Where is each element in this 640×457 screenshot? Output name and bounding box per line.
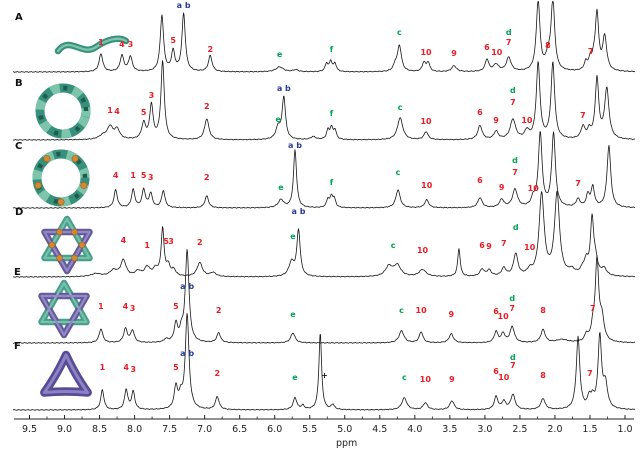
axis-tick-label: 9.5 [22,424,37,435]
strand-highlight [56,37,128,53]
axis-tick-label: 7.0 [197,424,212,435]
axis-tick-label: 8.5 [92,424,107,435]
green-ring-highlight [40,281,88,324]
purple-ring-highlight [43,230,91,273]
axis-tick-label: 1.5 [582,424,597,435]
metal-center [48,241,56,249]
structure-icon-woven-knot-teal [35,83,91,139]
axis-tick-label: 7.5 [162,424,177,435]
knot-weave-light [35,83,91,139]
structure-icon-strand [54,35,130,55]
trefoil-body [40,350,92,397]
axis-tick-label: 5.5 [302,424,317,435]
structure-icon-interwoven-link-green-purple-metal [41,215,93,275]
axis-tick-label: 6.0 [267,424,282,435]
spectrum-trace-A [12,1,636,73]
axis-tick-label: 2.5 [512,424,527,435]
metal-center [57,198,65,206]
spectrum-trace-F [12,313,636,411]
axis-tick-label: 2.0 [547,424,562,435]
metal-center [56,254,63,262]
purple-ring-highlight [40,294,88,337]
metal-center [78,241,86,249]
axis-tick-label: 8.0 [127,424,142,435]
metal-center [71,254,78,262]
green-ring-highlight [43,217,91,260]
axis-tick-label: 9.0 [57,424,72,435]
spectrum-trace-C [12,131,636,209]
axis-unit-label: ppm [336,438,358,449]
metal-center [80,181,88,189]
metal-center [71,228,78,236]
metal-center [43,155,51,163]
structure-icon-woven-knot-teal-metal [32,149,90,207]
axis-tick-label: 5.0 [337,424,352,435]
axis-tick-label: 6.5 [232,424,247,435]
structure-icon-trefoil-ring-purple [40,350,92,397]
spectrum-trace-B [12,60,636,141]
axis-tick-label: 3.5 [442,424,457,435]
metal-center [71,155,79,163]
axis-tick-label: 4.0 [407,424,422,435]
metal-center [56,228,63,236]
spectrum-trace-D [12,190,636,278]
metal-center [34,181,42,189]
axis-tick-label: 1.0 [617,424,632,435]
axis-tick-label: 3.0 [477,424,492,435]
knot-weave-dark [37,85,89,137]
axis-tick-label: 4.5 [372,424,387,435]
trefoil-highlight [42,353,90,394]
structure-icon-interwoven-link-green-purple [38,279,90,339]
spectrum-trace-E [12,249,636,344]
knot-weave-dark [34,151,88,205]
